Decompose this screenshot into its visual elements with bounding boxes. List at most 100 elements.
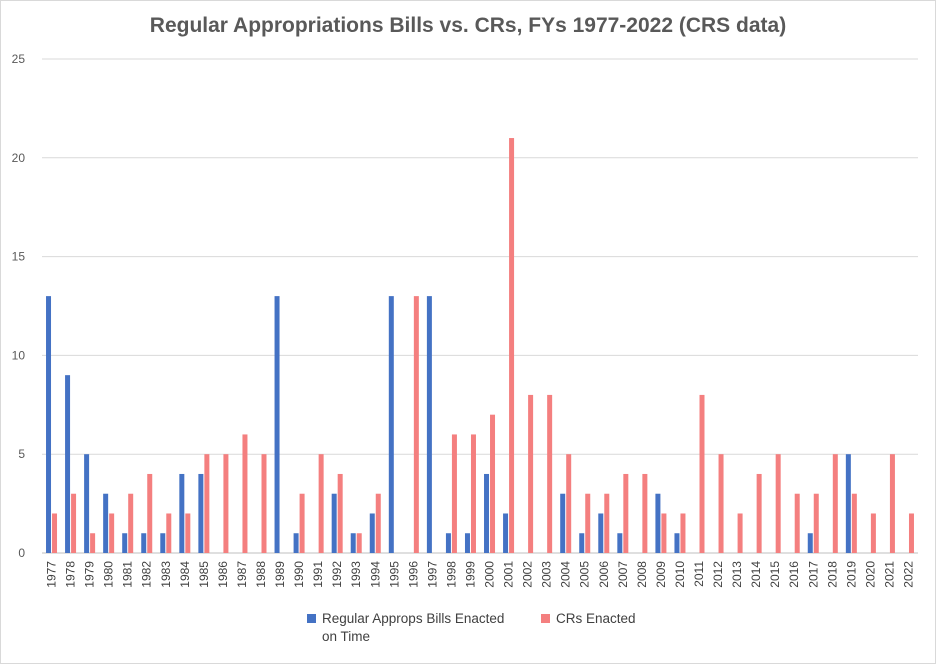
- bar-crs-enacted: [528, 394, 534, 553]
- bar-crs-enacted: [356, 533, 362, 553]
- bar-crs-enacted: [185, 513, 191, 553]
- x-tick-label: 1982: [140, 561, 154, 588]
- x-tick-label: 2001: [502, 561, 516, 588]
- legend-swatch-bills: [307, 614, 316, 623]
- chart-title: Regular Appropriations Bills vs. CRs, FY…: [149, 14, 787, 37]
- bar-bills-on-time: [160, 533, 166, 553]
- x-tick-label: 2002: [521, 561, 535, 588]
- bar-bills-on-time: [331, 493, 337, 553]
- x-tick-label: 1999: [463, 561, 477, 588]
- bar-crs-enacted: [147, 473, 153, 553]
- x-tick-label: 1993: [349, 561, 363, 588]
- x-tick-label: 2013: [730, 561, 744, 588]
- x-tick-label: 1984: [178, 561, 192, 588]
- x-tick-label: 2003: [540, 561, 554, 588]
- bar-crs-enacted: [109, 513, 115, 553]
- x-tick-label: 1990: [292, 561, 306, 588]
- bar-crs-enacted: [375, 493, 381, 553]
- bar-crs-enacted: [52, 513, 58, 553]
- bar-bills-on-time: [426, 296, 432, 553]
- x-tick-label: 1979: [83, 561, 97, 588]
- legend-swatch-crs: [541, 614, 550, 623]
- bar-crs-enacted: [813, 493, 819, 553]
- bar-crs-enacted: [680, 513, 686, 553]
- bar-crs-enacted: [318, 454, 324, 553]
- bar-bills-on-time: [598, 513, 604, 553]
- bar-bills-on-time: [84, 454, 90, 553]
- legend-label-crs: CRs Enacted: [556, 611, 636, 626]
- bar-bills-on-time: [198, 473, 204, 553]
- x-tick-label: 1998: [444, 561, 458, 588]
- bar-crs-enacted: [775, 454, 781, 553]
- x-tick-label: 2019: [844, 561, 858, 588]
- x-tick-label: 1980: [102, 561, 116, 588]
- x-tick-label: 2005: [578, 561, 592, 588]
- bar-crs-enacted: [337, 473, 343, 553]
- x-tick-label: 1996: [406, 561, 420, 588]
- bar-bills-on-time: [807, 533, 813, 553]
- bar-bills-on-time: [845, 454, 851, 553]
- x-tick-label: 2022: [901, 561, 915, 588]
- bar-crs-enacted: [451, 434, 457, 553]
- x-tick-label: 2004: [559, 561, 573, 588]
- bar-bills-on-time: [464, 533, 470, 553]
- y-tick-label: 25: [12, 52, 26, 66]
- x-tick-label: 2012: [711, 561, 725, 588]
- bar-crs-enacted: [223, 454, 229, 553]
- bar-bills-on-time: [484, 473, 490, 553]
- legend-label-bills: Regular Approps Bills Enacted on Time: [322, 611, 505, 644]
- bar-crs-enacted: [851, 493, 857, 553]
- bar-crs-enacted: [661, 513, 667, 553]
- x-tick-label: 1988: [254, 561, 268, 588]
- x-tick-label: 2021: [882, 561, 896, 588]
- bar-crs-enacted: [737, 513, 743, 553]
- bar-crs-enacted: [642, 473, 648, 553]
- bar-bills-on-time: [674, 533, 680, 553]
- bar-crs-enacted: [756, 473, 762, 553]
- bar-crs-enacted: [204, 454, 210, 553]
- bar-crs-enacted: [908, 513, 914, 553]
- bar-crs-enacted: [566, 454, 572, 553]
- x-tick-label: 1986: [216, 561, 230, 588]
- x-tick-label: 1994: [368, 561, 382, 588]
- x-tick-label: 2011: [692, 561, 706, 587]
- x-tick-label: 2017: [806, 561, 820, 588]
- bar-crs-enacted: [509, 138, 515, 554]
- bar-bills-on-time: [350, 533, 356, 553]
- legend-item-crs: CRs Enacted: [541, 610, 636, 628]
- bar-bills-on-time: [274, 296, 280, 553]
- x-tick-label: 2009: [654, 561, 668, 588]
- y-tick-label: 20: [12, 151, 26, 165]
- bar-crs-enacted: [870, 513, 876, 553]
- legend-item-bills: Regular Approps Bills Enacted on Time: [307, 610, 504, 646]
- bar-bills-on-time: [369, 513, 375, 553]
- bar-crs-enacted: [128, 493, 134, 553]
- x-tick-label: 2016: [787, 561, 801, 588]
- bar-crs-enacted: [490, 414, 496, 553]
- x-tick-label: 2020: [863, 561, 877, 588]
- bar-crs-enacted: [889, 454, 895, 553]
- bar-crs-enacted: [623, 473, 629, 553]
- bar-bills-on-time: [293, 533, 299, 553]
- x-tick-label: 1995: [387, 561, 401, 588]
- bar-crs-enacted: [299, 493, 305, 553]
- bar-crs-enacted: [794, 493, 800, 553]
- y-tick-label: 0: [18, 546, 25, 560]
- bar-crs-enacted: [413, 296, 419, 553]
- x-tick-label: 2006: [597, 561, 611, 588]
- y-tick-label: 5: [18, 447, 25, 461]
- bar-crs-enacted: [699, 394, 705, 553]
- x-tick-label: 2015: [768, 561, 782, 588]
- x-tick-label: 1977: [45, 561, 59, 588]
- x-tick-label: 2008: [635, 561, 649, 588]
- bar-bills-on-time: [560, 493, 566, 553]
- x-tick-label: 2010: [673, 561, 687, 588]
- bar-bills-on-time: [141, 533, 147, 553]
- x-tick-label: 1985: [197, 561, 211, 588]
- bar-bills-on-time: [579, 533, 585, 553]
- x-tick-label: 2014: [749, 561, 763, 588]
- bar-bills-on-time: [122, 533, 128, 553]
- bar-crs-enacted: [718, 454, 724, 553]
- x-tick-label: 2018: [825, 561, 839, 588]
- bar-crs-enacted: [547, 394, 553, 553]
